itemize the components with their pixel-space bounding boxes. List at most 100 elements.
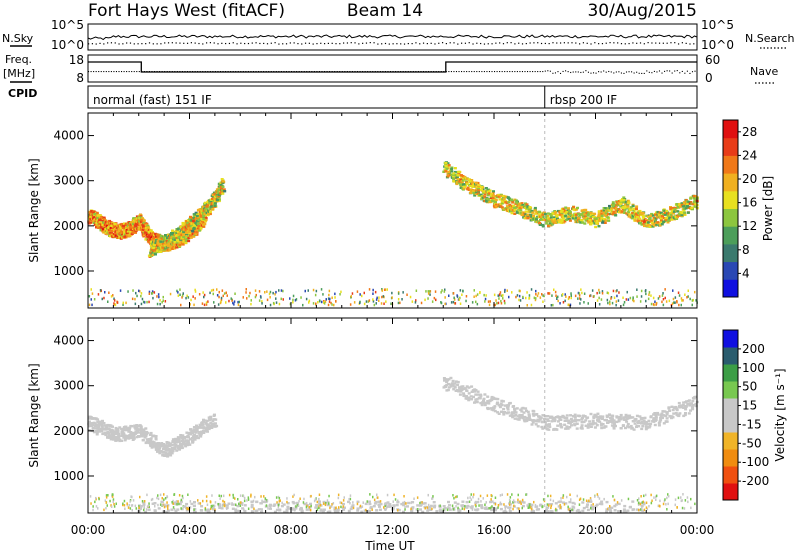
nsearch-dot (396, 43, 398, 45)
data-cell (459, 185, 463, 188)
data-cell (612, 421, 616, 424)
nave-dot (501, 71, 503, 73)
nave-dot (405, 71, 407, 73)
nsearch-dot (441, 42, 444, 44)
data-cell (669, 211, 673, 215)
near-range-cell (349, 303, 352, 306)
near-range-cell (314, 293, 317, 297)
data-cell (190, 502, 194, 506)
near-range-cell (391, 291, 393, 295)
near-range-cell (181, 296, 183, 299)
near-range-cell (475, 294, 477, 298)
data-cell (134, 224, 138, 227)
data-cell (627, 426, 631, 429)
nsearch-dot (464, 42, 467, 44)
near-range-cell (515, 295, 517, 299)
data-cell (158, 446, 162, 450)
beam-label: Beam 14 (347, 1, 423, 21)
nave-dot (296, 71, 298, 73)
data-cell (171, 246, 175, 249)
near-range-cell (424, 298, 426, 302)
near-range-cell (375, 302, 377, 305)
data-cell (638, 217, 642, 220)
near-range-cell (519, 299, 522, 302)
data-cell (451, 383, 455, 387)
data-cell (178, 502, 182, 506)
data-cell (534, 423, 538, 426)
nsearch-dot (388, 43, 390, 45)
data-cell (286, 505, 290, 509)
data-cell (579, 221, 583, 224)
data-cell (568, 213, 572, 216)
data-cell (159, 445, 163, 448)
data-cell (201, 429, 205, 433)
nave-dot (516, 71, 518, 73)
data-cell (652, 218, 656, 221)
data-cell (192, 426, 196, 429)
near-range-cell (420, 301, 423, 305)
data-cell (551, 212, 555, 215)
data-cell (543, 417, 546, 421)
data-cell (103, 229, 107, 232)
data-cell (688, 404, 692, 407)
data-cell (565, 414, 569, 417)
data-cell (604, 219, 608, 222)
data-cell (169, 450, 173, 453)
data-cell (146, 240, 150, 243)
near-range-cell (119, 289, 122, 292)
nsearch-dot (141, 43, 143, 45)
near-range-cell (380, 302, 383, 305)
data-cell (446, 388, 450, 392)
data-cell (676, 206, 680, 209)
near-range-cell (534, 298, 537, 302)
data-cell (206, 509, 210, 512)
data-cell (469, 395, 473, 398)
data-cell (531, 211, 535, 214)
near-range-cell (329, 297, 331, 301)
data-cell (501, 400, 505, 403)
data-cell (204, 201, 207, 205)
data-cell (185, 231, 188, 234)
data-cell (483, 193, 487, 196)
data-cell (513, 409, 517, 413)
data-cell (512, 405, 516, 408)
data-cell (113, 223, 117, 226)
data-cell (488, 189, 492, 192)
nsearch-dot (674, 42, 676, 44)
data-cell (123, 428, 127, 432)
data-cell (445, 380, 449, 384)
near-range-cell (225, 291, 227, 294)
nsearch-dot (670, 42, 672, 44)
data-cell (572, 415, 575, 418)
data-cell (182, 233, 185, 236)
near-range-cell (414, 301, 417, 304)
near-range-cell (233, 300, 236, 303)
data-cell (523, 420, 527, 423)
near-range-cell (525, 296, 527, 300)
data-cell (100, 425, 104, 428)
near-range-cell (91, 292, 94, 295)
data-cell (534, 218, 538, 221)
nave-dot (293, 71, 295, 73)
near-range-cell (692, 298, 694, 302)
data-cell (680, 213, 684, 217)
data-cell (174, 437, 178, 441)
nave-dot (349, 71, 351, 73)
data-cell (584, 424, 588, 427)
data-cell (150, 248, 154, 251)
data-cell (142, 219, 146, 222)
data-cell (199, 435, 203, 438)
data-cell (168, 444, 172, 448)
data-cell (575, 216, 579, 219)
near-range-cell (648, 291, 651, 294)
near-range-cell (225, 301, 227, 304)
data-cell (619, 205, 623, 208)
near-range-cell (577, 291, 580, 295)
nave-dot (273, 71, 275, 73)
data-cell (132, 226, 136, 230)
near-range-cell (493, 293, 496, 297)
nsearch-dot (190, 42, 192, 44)
nave-dot (344, 71, 346, 73)
nsearch-dot (487, 43, 489, 45)
data-cell (477, 193, 481, 197)
